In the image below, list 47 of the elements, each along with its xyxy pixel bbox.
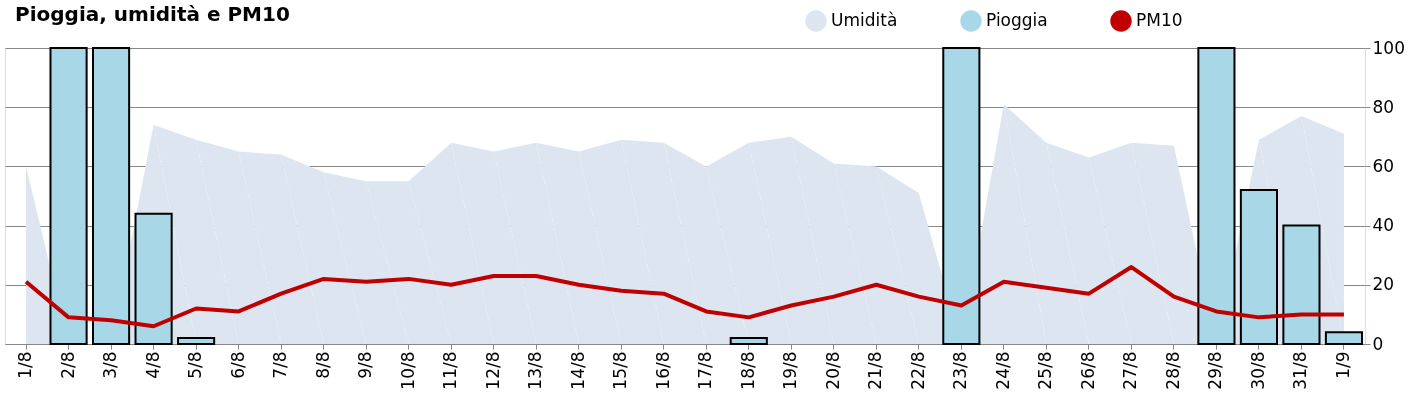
- x-tick-label: 13/8: [525, 351, 546, 390]
- x-tick-label: 20/8: [822, 351, 843, 390]
- y-tick-label: 60: [1372, 155, 1395, 176]
- x-tick-label: 1/8: [15, 351, 36, 379]
- x-tick-label: 21/8: [865, 351, 886, 390]
- x-tick-label: 16/8: [652, 351, 673, 390]
- x-tick-label: 26/8: [1077, 351, 1098, 390]
- x-tick-label: 31/8: [1290, 351, 1311, 390]
- x-tick-label: 1/9: [1332, 351, 1353, 379]
- x-tick-label: 3/8: [100, 351, 121, 379]
- x-tick-label: 5/8: [185, 351, 206, 379]
- x-tick-label: 6/8: [227, 351, 248, 379]
- x-tick-label: 4/8: [142, 351, 163, 379]
- line-series: [24, 265, 1346, 329]
- x-tick-label: 7/8: [270, 351, 291, 379]
- x-tick-label: 22/8: [907, 351, 928, 390]
- bar: [1324, 331, 1364, 345]
- x-tick-label: 28/8: [1162, 351, 1183, 390]
- x-tick-label: 27/8: [1120, 351, 1141, 390]
- legend-label: Umidità: [831, 10, 898, 30]
- y-tick-label: 0: [1372, 333, 1384, 354]
- chart-title: Pioggia, umidità e PM10: [15, 2, 290, 26]
- x-tick-label: 2/8: [57, 351, 78, 379]
- bar: [729, 337, 768, 345]
- x-tick-label: 17/8: [695, 351, 716, 390]
- x-tick-label: 18/8: [737, 351, 758, 390]
- x-tick-label: 8/8: [312, 351, 333, 379]
- x-tick-label: 30/8: [1247, 351, 1268, 390]
- x-tick-label: 11/8: [440, 351, 461, 390]
- x-tick-label: 12/8: [482, 351, 503, 390]
- x-tick-label: 15/8: [610, 351, 631, 390]
- bar: [177, 337, 216, 345]
- x-tick-label: 14/8: [567, 351, 588, 390]
- y-tick-label: 40: [1372, 215, 1395, 236]
- x-tick-label: 29/8: [1205, 351, 1226, 390]
- legend-label: PM10: [1136, 10, 1183, 30]
- x-tick-label: 25/8: [1035, 351, 1056, 390]
- x-tick-label: 24/8: [992, 351, 1013, 390]
- x-tick-label: 9/8: [355, 351, 376, 379]
- y-tick-label: 80: [1372, 96, 1395, 117]
- x-tick-label: 23/8: [950, 351, 971, 390]
- bar: [134, 212, 173, 345]
- y-tick-label: 20: [1372, 274, 1395, 295]
- y-tick-label: 100: [1372, 37, 1405, 58]
- x-tick-label: 10/8: [397, 351, 418, 390]
- x-tick-label: 19/8: [780, 351, 801, 390]
- legend-label: Pioggia: [986, 10, 1048, 30]
